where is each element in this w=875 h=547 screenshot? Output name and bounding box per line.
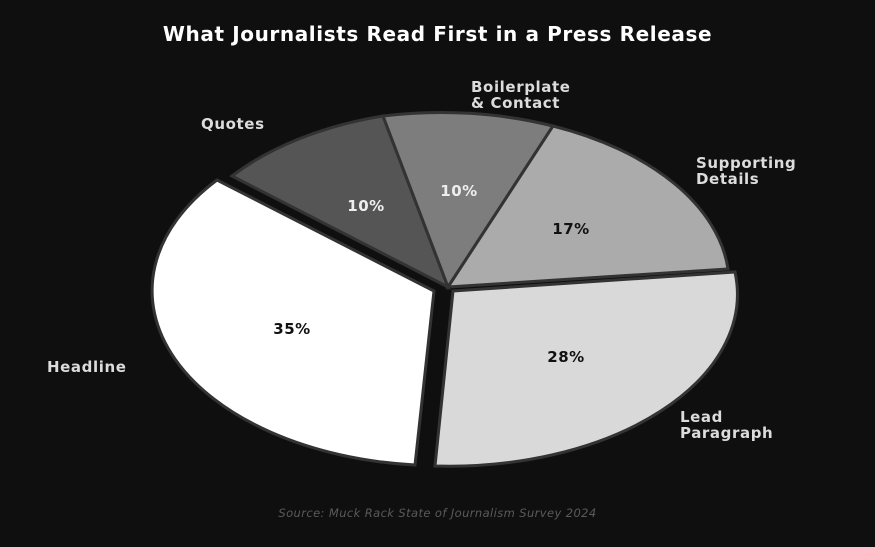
label-lead-line2: Paragraph xyxy=(680,424,774,442)
slice-quotes xyxy=(229,114,451,291)
pct-lead-paragraph: 28% xyxy=(547,348,585,366)
label-supporting-details: Supporting Details xyxy=(696,155,796,187)
label-supporting-line1: Supporting xyxy=(696,154,797,172)
label-lead-paragraph: Lead Paragraph xyxy=(680,409,773,441)
label-supporting-line2: Details xyxy=(696,170,760,188)
label-lead-line1: Lead xyxy=(680,408,723,426)
pct-boilerplate: 10% xyxy=(440,182,478,200)
pct-quotes: 10% xyxy=(347,197,385,215)
pct-headline: 35% xyxy=(273,320,311,338)
label-boilerplate-line1: Boilerplate xyxy=(471,78,571,96)
slice-lead-paragraph xyxy=(433,270,739,468)
pct-supporting-details: 17% xyxy=(552,220,590,238)
source-note: Source: Muck Rack State of Journalism Su… xyxy=(278,506,597,520)
chart-title: What Journalists Read First in a Press R… xyxy=(162,22,713,46)
label-boilerplate-line2: & Contact xyxy=(471,94,561,112)
label-headline: Headline xyxy=(47,358,127,376)
label-boilerplate: Boilerplate & Contact xyxy=(471,79,571,111)
slice-boilerplate xyxy=(380,110,556,291)
slice-headline xyxy=(150,178,436,467)
slice-supporting-details xyxy=(445,124,730,289)
label-quotes: Quotes xyxy=(201,115,265,133)
